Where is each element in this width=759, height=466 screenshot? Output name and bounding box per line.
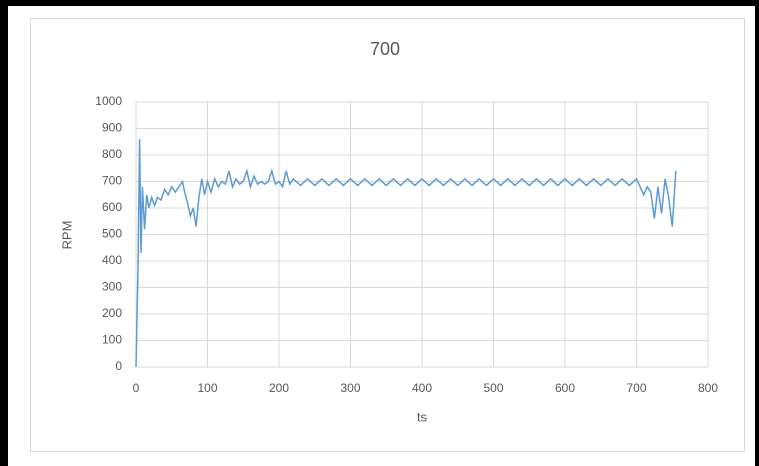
y-tick-label: 900 xyxy=(102,121,122,135)
y-tick-label: 1000 xyxy=(95,94,122,108)
y-tick-label: 400 xyxy=(102,253,122,267)
chart-title: 700 xyxy=(370,39,400,59)
line xyxy=(135,139,677,368)
y-tick-label: 600 xyxy=(102,200,122,214)
x-axis-label: ts xyxy=(417,409,428,424)
y-tick-label: 100 xyxy=(102,333,122,347)
y-axis-label: RPM xyxy=(59,221,74,250)
x-tick-label: 400 xyxy=(412,381,432,395)
y-tick-label: 0 xyxy=(115,359,122,373)
x-tick-label: 800 xyxy=(698,381,718,395)
x-tick-label: 100 xyxy=(197,381,217,395)
x-tick-label: 700 xyxy=(626,381,646,395)
x-tick-label: 600 xyxy=(555,381,575,395)
y-tick-label: 500 xyxy=(102,227,122,241)
y-tick-label: 700 xyxy=(102,174,122,188)
y-tick-label: 200 xyxy=(102,306,122,320)
x-tick-label: 0 xyxy=(133,381,140,395)
y-tick-label: 300 xyxy=(102,280,122,294)
x-tick-label: 500 xyxy=(483,381,503,395)
x-tick-label: 300 xyxy=(340,381,360,395)
x-tick-label: 200 xyxy=(269,381,289,395)
y-tick-label: 800 xyxy=(102,147,122,161)
